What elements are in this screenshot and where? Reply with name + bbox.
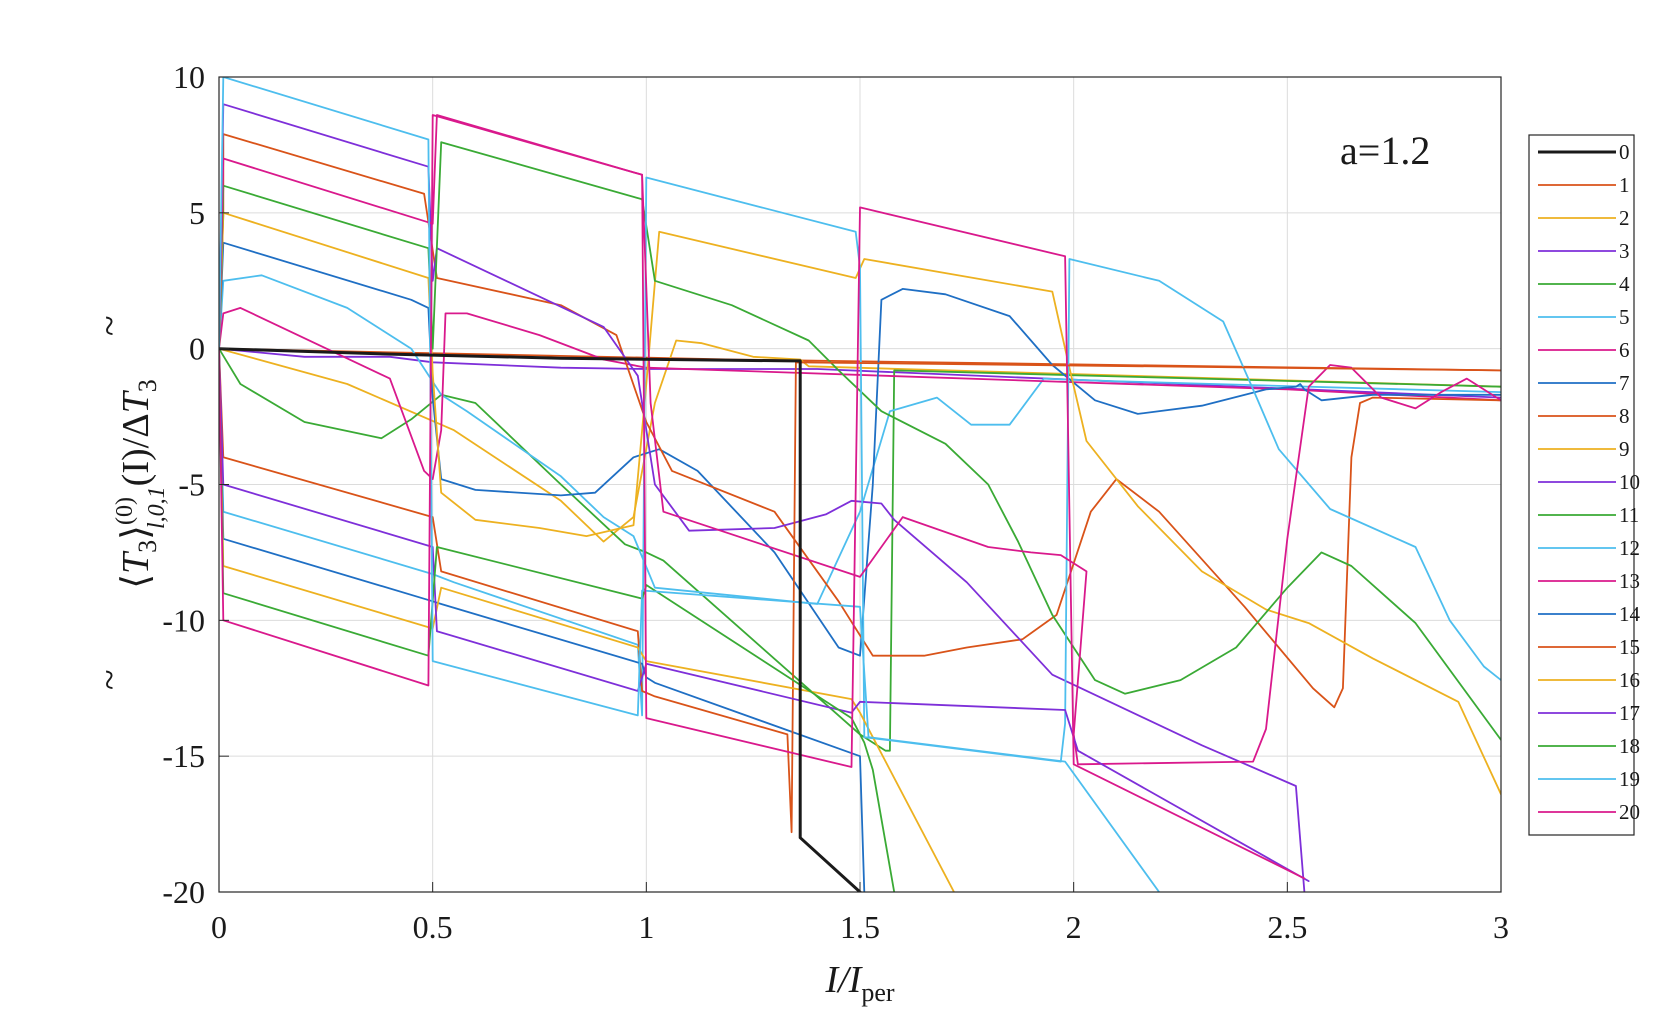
y-tick-label: 10 xyxy=(173,59,205,95)
series-4-line xyxy=(219,347,1501,752)
series-9-line xyxy=(219,211,1501,796)
legend-label-17: 17 xyxy=(1619,701,1640,725)
series-19-line xyxy=(219,77,1160,892)
y-tick-label: 0 xyxy=(189,331,205,367)
ylabel-tilde-2: ~ xyxy=(89,315,131,336)
series-20-line xyxy=(219,114,1306,880)
ylabel-idx3: 3 xyxy=(133,540,162,553)
axis-ticks: 0 0.5 1 1.5 2 2.5 3 10 5 0 -5 -10 -15 -20 xyxy=(162,59,1509,945)
legend-label-0: 0 xyxy=(1619,140,1630,164)
ylabel-tilde-1: ~ xyxy=(89,669,131,690)
series-15-line xyxy=(219,347,1501,834)
ylabel-close: ⟩ xyxy=(115,525,157,540)
legend-label-14: 14 xyxy=(1619,602,1641,626)
legend-label-19: 19 xyxy=(1619,767,1640,791)
ylabel-arg: (I)/Δ xyxy=(115,413,157,486)
legend-label-10: 10 xyxy=(1619,470,1640,494)
legend-label-16: 16 xyxy=(1619,668,1640,692)
x-tick-label: 2 xyxy=(1066,909,1082,945)
y-tick-label: -15 xyxy=(162,738,205,774)
ylabel-sub: l,0,1 xyxy=(144,486,170,529)
legend-label-5: 5 xyxy=(1619,305,1630,329)
x-tick-label: 3 xyxy=(1493,909,1509,945)
legend-label-12: 12 xyxy=(1619,536,1640,560)
y-tick-label: 5 xyxy=(189,195,205,231)
ylabel-prefix: ⟨ xyxy=(115,574,157,589)
svg-text:⟨T3⟩(0)l,0,1(I)/ΔT3: ⟨T3⟩(0) l,0,1(I)/ΔT3 xyxy=(112,379,170,589)
y-tick-label: -5 xyxy=(178,467,205,503)
ylabel-T: T xyxy=(115,550,157,574)
legend-label-13: 13 xyxy=(1619,569,1640,593)
legend-label-7: 7 xyxy=(1619,371,1630,395)
series-18-line xyxy=(219,347,896,892)
ylabel-idx3b: 3 xyxy=(133,379,162,392)
y-axis-label: ⟨T3⟩(0) l,0,1(I)/ΔT3 ~ ~ xyxy=(89,315,170,690)
legend-label-18: 18 xyxy=(1619,734,1640,758)
series-3-line xyxy=(219,347,1501,399)
xlabel-main: I xyxy=(824,959,840,1001)
legend-label-4: 4 xyxy=(1619,272,1630,296)
legend-label-8: 8 xyxy=(1619,404,1630,428)
series-7-line xyxy=(219,241,1501,657)
x-tick-label: 0 xyxy=(211,909,227,945)
series-8-line xyxy=(219,133,1501,709)
series-group xyxy=(219,77,1501,892)
series-0-line xyxy=(219,347,862,892)
x-axis-label: I/Iper xyxy=(824,959,894,1007)
x-tick-label: 1 xyxy=(638,909,654,945)
x-tick-label: 2.5 xyxy=(1267,909,1307,945)
y-tick-label: -20 xyxy=(162,874,205,910)
x-tick-label: 0.5 xyxy=(413,909,453,945)
series-13-line xyxy=(219,114,1501,766)
series-16-line xyxy=(219,347,955,892)
xlabel-sub: per xyxy=(861,978,895,1007)
legend-label-2: 2 xyxy=(1619,206,1630,230)
legend-label-6: 6 xyxy=(1619,338,1630,362)
annotation-a: a=1.2 xyxy=(1340,128,1430,173)
series-11-line xyxy=(219,141,1501,741)
xlabel-sep: /I xyxy=(836,959,864,1001)
ylabel-sup: (0) xyxy=(112,497,138,525)
legend-label-9: 9 xyxy=(1619,437,1630,461)
series-6-line xyxy=(219,306,1501,481)
legend-label-20: 20 xyxy=(1619,800,1640,824)
legend-label-11: 11 xyxy=(1619,503,1639,527)
ylabel-T2: T xyxy=(115,389,157,413)
series-10-line xyxy=(219,103,1306,892)
legend-label-1: 1 xyxy=(1619,173,1630,197)
legend-label-3: 3 xyxy=(1619,239,1630,263)
series-12-line xyxy=(219,176,1501,763)
x-tick-label: 1.5 xyxy=(840,909,880,945)
y-tick-label: -10 xyxy=(162,602,205,638)
legend-label-15: 15 xyxy=(1619,635,1640,659)
